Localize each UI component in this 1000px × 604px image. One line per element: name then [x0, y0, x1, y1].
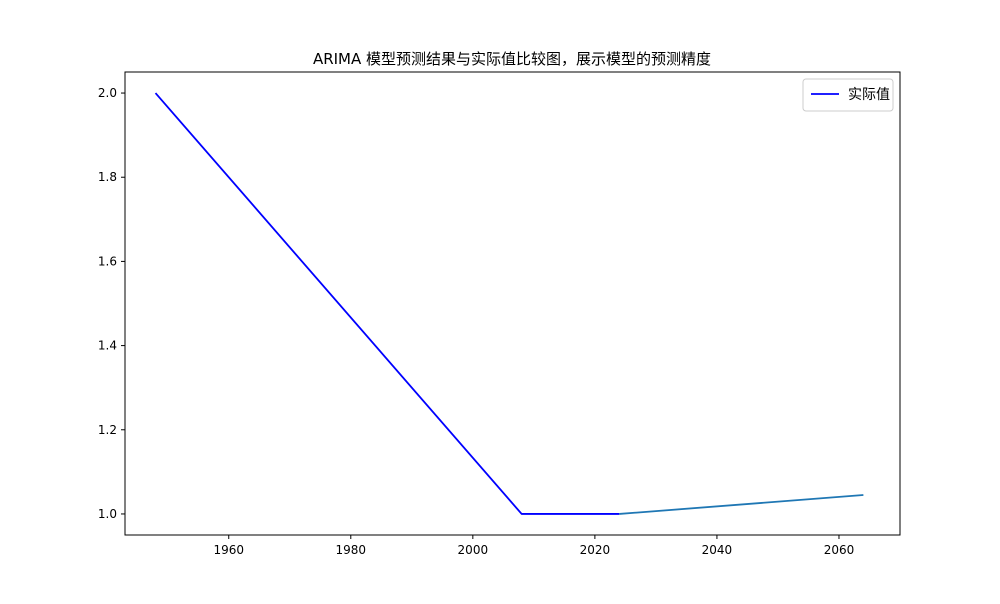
legend: 实际值: [802, 78, 894, 112]
chart-title: ARIMA 模型预测结果与实际值比较图，展示模型的预测精度: [313, 50, 711, 68]
plot-area-frame: [124, 71, 901, 536]
legend-box: [802, 78, 894, 112]
y-tick-label: 1.6: [98, 254, 117, 268]
y-tick-label: 1.2: [98, 423, 117, 437]
series-line-1: [619, 494, 864, 515]
x-tick-label: 2060: [824, 543, 855, 557]
x-axis: 1960 1980 2000 2020 2040 2060: [213, 535, 854, 557]
y-tick-label: 1.8: [98, 170, 117, 184]
y-tick-label: 1.0: [98, 507, 117, 521]
x-tick-label: 2000: [458, 543, 489, 557]
x-tick-label: 2040: [702, 543, 733, 557]
y-axis: 1.0 1.2 1.4 1.6 1.8 2.0: [98, 86, 125, 521]
series-layer: [154, 92, 864, 515]
x-tick-label: 1980: [336, 543, 367, 557]
x-tick-label: 2020: [580, 543, 611, 557]
legend-label: 实际值: [848, 87, 890, 103]
x-tick-label: 1960: [213, 543, 244, 557]
series-line-0: [154, 92, 620, 515]
y-tick-label: 1.4: [98, 339, 117, 353]
y-tick-label: 2.0: [98, 86, 117, 100]
